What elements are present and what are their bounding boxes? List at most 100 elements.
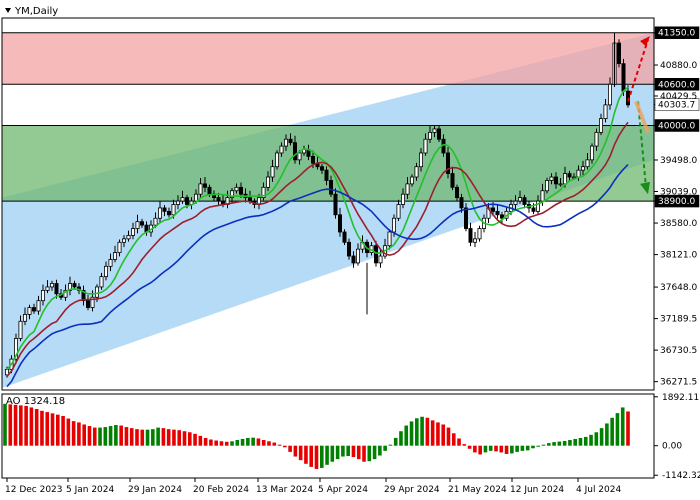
candle-body [400,193,405,205]
ao-bar [98,427,102,446]
level-label: 41350.0 [658,29,695,39]
candle-body [490,207,495,212]
candle-body [418,152,423,168]
candle-body [409,176,414,185]
y-tick-label: 39498.0 [660,156,697,166]
ao-bar [283,445,287,448]
candle-body [113,252,118,260]
ao-bar [383,445,387,451]
ao-bar [583,436,588,446]
ao-bar [66,418,71,446]
candle-body [234,186,239,192]
ao-bar [599,428,604,446]
candle-body [513,200,518,205]
x-tick-label: 5 Jan 2024 [66,485,114,495]
ao-bar [547,443,551,446]
ao-bar [230,441,234,446]
candle-body [166,210,171,216]
ao-bar [256,438,261,446]
ao-bar [77,422,81,446]
candle-body [117,241,122,253]
candle-body [346,241,351,257]
candle-body [608,83,613,106]
ao-bar [362,445,366,462]
candle-body [193,193,198,202]
candle-body [333,193,338,216]
x-tick-label: 13 Mar 2024 [256,485,313,495]
ao-bar [473,445,477,453]
x-tick-label: 21 May 2024 [448,485,507,495]
candle-body [563,173,568,185]
candle-body [414,166,419,178]
candle-body [450,173,455,188]
candle-body [135,221,140,229]
ao-bar [161,428,166,446]
y-tick-label: 40880.0 [660,61,697,71]
candle-body [99,276,104,288]
ao-bar [277,444,282,446]
ao-bar [319,445,324,468]
ao-bar [45,412,50,446]
ao-bar [420,416,424,446]
candle-body [283,138,288,147]
candle-body [72,283,77,288]
y-tick-label: 37648.0 [660,283,697,293]
candle-body [581,166,586,171]
ao-bar [309,445,314,467]
ao-bar [34,408,39,446]
level-label-box [654,26,700,39]
ao-bar [356,445,361,460]
candle-body [202,183,207,188]
ao-bar [87,426,92,446]
candle-body [50,283,55,288]
candle-body [265,176,270,188]
ao-bar [140,429,145,446]
resistance-zone [2,32,654,85]
candle-body [310,156,315,164]
forecast-up-arrowhead [640,36,650,47]
candle-body [324,169,329,181]
forecast-down-arrowhead [640,181,650,195]
candle-body [351,255,356,264]
ao-bar [119,425,123,446]
ao-bar [578,437,583,446]
ma-fast-line [6,86,629,370]
ao-bar [626,411,630,446]
candle-body [27,307,32,315]
candle-body [292,142,297,161]
chart-title: YM,Daily [14,6,58,17]
chevron-down-icon[interactable] [5,8,11,13]
ao-bar [341,445,345,457]
candle-body [108,259,113,267]
candle-body [463,207,468,229]
ao-bar [478,445,482,455]
ao-pane-border [1,393,655,479]
candle-body [423,138,428,154]
ao-bar [335,445,340,460]
ao-bar [19,405,23,446]
candle-body [13,338,18,360]
ao-bar [114,425,118,446]
x-tick-label: 29 Jan 2024 [128,485,182,495]
x-tick-label: 5 Apr 2024 [318,485,368,495]
ao-bar [177,430,182,446]
ao-bar [573,438,578,446]
ma-slow-line [6,163,629,388]
ma-mid-line [6,121,629,377]
candle-body [599,118,604,133]
ao-tick-label: 1892.11 [662,393,699,403]
candle-body [617,42,622,65]
ao-bar [3,403,7,446]
ao-bar [61,415,65,446]
ao-bar [92,427,97,446]
candle-body [554,176,559,185]
candle-body [436,128,441,140]
candle-body [95,286,100,298]
ao-bar [367,445,372,462]
ao-bar [557,441,562,446]
ao-bar [13,404,18,446]
ao-bar [151,429,155,446]
candle-body [373,245,378,264]
ao-bar [135,429,139,446]
